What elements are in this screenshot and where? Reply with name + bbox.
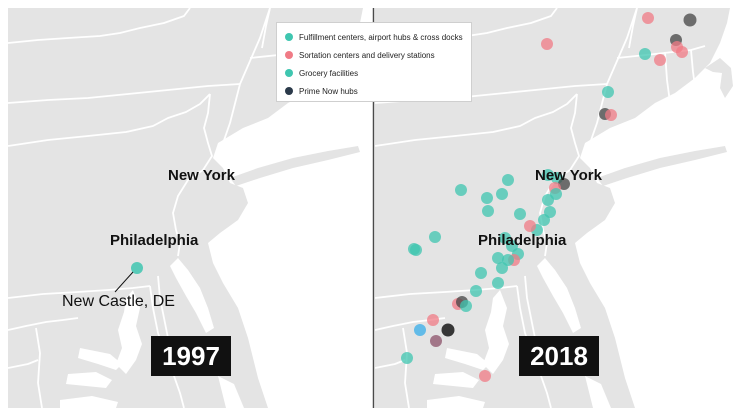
teal-dot-icon — [285, 33, 293, 41]
philadelphia-label-2018: Philadelphia — [478, 232, 567, 249]
marker — [541, 38, 553, 50]
dark-dot-icon — [285, 87, 293, 95]
teal-dot-icon — [285, 69, 293, 77]
map-legend: Fulfillment centers, airport hubs & cros… — [276, 22, 472, 102]
legend-item-sortation: Sortation centers and delivery stations — [285, 46, 463, 64]
legend-label: Grocery facilities — [299, 68, 359, 78]
marker — [496, 262, 508, 274]
marker — [514, 208, 526, 220]
new-york-label-2018: New York — [535, 167, 603, 184]
legend-item-grocery: Grocery facilities — [285, 64, 463, 82]
marker — [441, 323, 455, 337]
marker — [492, 252, 504, 264]
marker — [460, 300, 472, 312]
marker — [401, 352, 413, 364]
year-label-2018: 2018 — [530, 341, 588, 371]
legend-label: Fulfillment centers, airport hubs & cros… — [299, 32, 463, 42]
marker — [639, 48, 651, 60]
marker — [414, 324, 426, 336]
marker — [479, 370, 491, 382]
marker — [676, 46, 688, 58]
marker — [455, 184, 467, 196]
marker — [482, 205, 494, 217]
marker — [481, 192, 493, 204]
legend-label: Prime Now hubs — [299, 86, 358, 96]
marker — [502, 174, 514, 186]
new-castle-label: New Castle, DE — [62, 293, 175, 310]
legend-label: Sortation centers and delivery stations — [299, 50, 435, 60]
marker — [475, 267, 487, 279]
marker — [524, 220, 536, 232]
marker — [427, 314, 439, 326]
marker — [470, 285, 482, 297]
philadelphia-label-1997: Philadelphia — [110, 232, 199, 249]
marker — [542, 194, 554, 206]
marker — [429, 231, 441, 243]
marker — [558, 178, 570, 190]
legend-item-fulfillment: Fulfillment centers, airport hubs & cros… — [285, 28, 463, 46]
year-label-1997: 1997 — [162, 341, 220, 371]
new-castle-marker — [131, 262, 143, 274]
callout-line — [114, 271, 134, 293]
markers-1997 — [114, 262, 143, 293]
marker — [642, 12, 654, 24]
marker — [683, 13, 697, 27]
legend-item-prime-now: Prime Now hubs — [285, 82, 463, 100]
marker — [496, 188, 508, 200]
marker — [654, 54, 666, 66]
marker — [492, 277, 504, 289]
new-york-label-1997: New York — [168, 167, 236, 184]
year-badge-1997 — [151, 336, 231, 376]
pink-dot-icon — [285, 51, 293, 59]
year-badge-2018 — [519, 336, 599, 376]
markers-2018 — [401, 12, 697, 382]
marker — [538, 214, 550, 226]
marker — [430, 335, 442, 347]
marker — [602, 86, 614, 98]
marker — [410, 244, 422, 256]
marker — [499, 232, 511, 244]
marker — [605, 109, 617, 121]
